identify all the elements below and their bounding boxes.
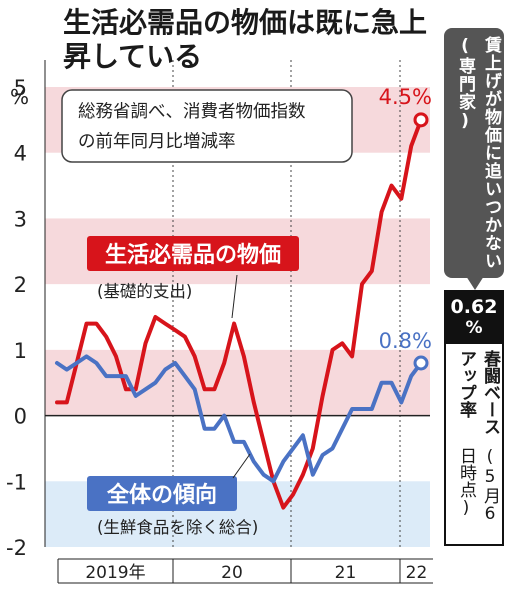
red-series-label: 生活必需品の物価 (基礎的支出) xyxy=(87,236,299,319)
note-line-2: の前年同月比増減率 xyxy=(78,132,236,152)
y-tick-label: -1 xyxy=(6,470,27,494)
wage-label-text: 春闘ベースアップ率 xyxy=(456,350,500,435)
side-callout: 賃上げが物価に追いつかない(専門家) xyxy=(444,28,504,290)
wage-value: 0.62 xyxy=(450,296,498,318)
y-tick-labels: 5 4 3 2 1 0 -1 -2 xyxy=(6,60,46,560)
wage-box: 0.62 % 春闘ベースアップ率 (5月6日時点) xyxy=(444,290,504,546)
y-tick-label: 1 xyxy=(14,339,27,363)
y-unit-label: % xyxy=(10,85,29,109)
series-line-red xyxy=(55,117,423,510)
wage-unit: % xyxy=(465,318,483,338)
wage-note: (5月6日時点) xyxy=(456,446,500,524)
series-end-point-red xyxy=(413,112,429,128)
series-lines xyxy=(55,112,429,510)
red-series-sub: (基礎的支出) xyxy=(97,282,192,301)
wage-label: 春闘ベースアップ率 (5月6日時点) xyxy=(446,350,502,540)
x-year-label: 22 xyxy=(406,563,428,583)
series-end-point-blue xyxy=(413,355,429,371)
x-year-label: 2019年 xyxy=(85,563,145,583)
y-tick-label: 2 xyxy=(14,273,27,297)
x-year-label: 20 xyxy=(221,563,243,583)
series-line-blue xyxy=(55,354,423,484)
chart-title: 生活必需品の物価は既に急上昇している xyxy=(63,6,428,73)
red-leader-line xyxy=(231,274,238,319)
side-callout-text: 賃上げが物価に追いつかない(専門家) xyxy=(455,36,501,270)
y-tick-label: 0 xyxy=(14,405,27,429)
y-tick-label: 5 xyxy=(14,76,27,100)
red-series-name: 生活必需品の物価 xyxy=(105,242,281,268)
blue-series-label: 全体の傾向 (生鮮食品を除く総合) xyxy=(87,453,258,537)
y-tick-label: 4 xyxy=(14,142,27,166)
note-line-1: 総務省調べ、消費者物価指数 xyxy=(78,102,306,122)
note-box: 総務省調べ、消費者物価指数 の前年同月比増減率 xyxy=(61,89,353,163)
blue-series-name: 全体の傾向 xyxy=(106,482,217,508)
side-callout-pointer xyxy=(466,276,484,290)
x-axis: 2019年 20 21 22 xyxy=(57,558,433,584)
red-end-value-label: 4.5% xyxy=(379,85,432,109)
wage-value-box: 0.62 % xyxy=(446,292,502,344)
shaded-band-2 xyxy=(45,349,430,416)
shaded-bands xyxy=(45,87,430,547)
blue-series-sub: (生鮮食品を除く総合) xyxy=(97,518,258,537)
x-year-label: 21 xyxy=(335,563,357,583)
blue-end-value-label: 0.8% xyxy=(379,329,432,353)
y-tick-label: -2 xyxy=(6,536,27,560)
y-tick-label: 3 xyxy=(14,207,27,231)
blue-leader-line xyxy=(232,453,251,479)
